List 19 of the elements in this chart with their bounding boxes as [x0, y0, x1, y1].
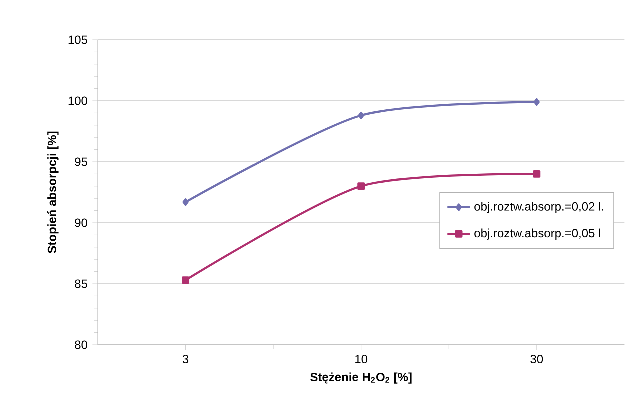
- legend-label: obj.roztw.absorp.=0,02 l.: [474, 202, 604, 214]
- y-tick-label: 105: [68, 36, 88, 44]
- point: [534, 98, 540, 106]
- y-tick-label: 85: [75, 280, 88, 288]
- point: [358, 182, 366, 190]
- point: [358, 112, 364, 120]
- y-axis-title: Stopień absorpcji [%]: [47, 132, 59, 254]
- y-tick-label: 90: [75, 218, 88, 228]
- x-tick-label: 3: [182, 355, 189, 364]
- point: [533, 170, 541, 178]
- y-tick-label: 95: [75, 158, 88, 166]
- x-axis-title: Stężenie H$_{2}$O$_{2}$ [%]: [310, 372, 412, 384]
- x-tick-label: 10: [356, 355, 368, 364]
- legend-label: obj.roztw.absorp.=0,05 l: [474, 228, 600, 240]
- y-tick-label: 80: [75, 340, 88, 350]
- x-tick-label: 30: [530, 355, 544, 364]
- y-tick-label: 100: [68, 96, 88, 106]
- point: [182, 198, 189, 206]
- point: [182, 276, 190, 284]
